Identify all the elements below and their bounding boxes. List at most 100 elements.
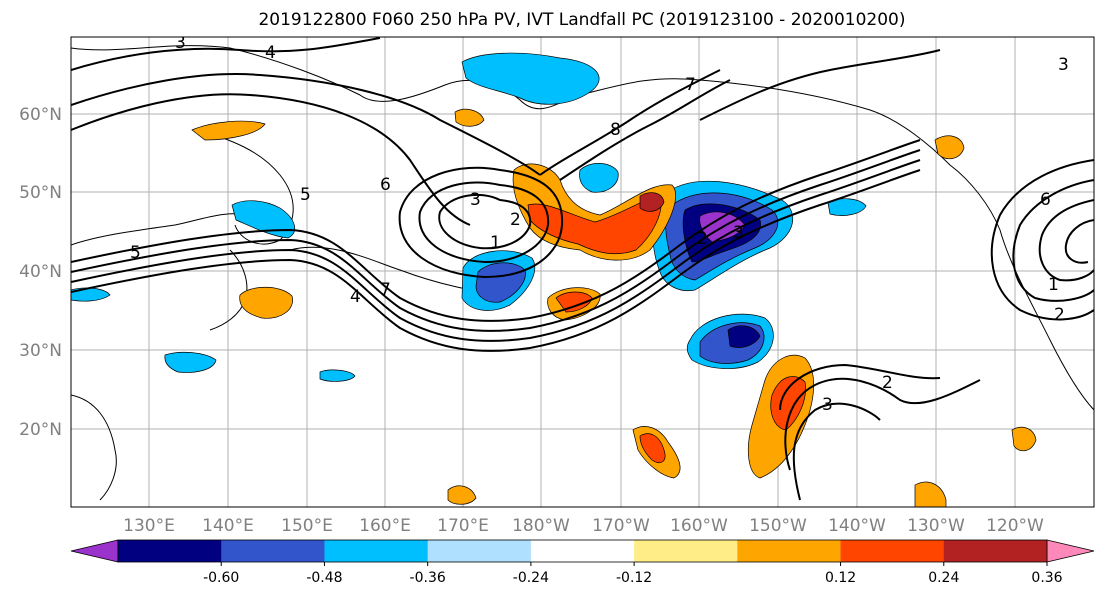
positive-anomaly-bottom-east — [914, 481, 947, 507]
contour-label: 3 — [175, 33, 186, 53]
colorbar-segment — [943, 540, 1048, 562]
pv-contour-7 — [539, 69, 721, 176]
colorbar-segment — [427, 540, 532, 562]
colorbar-tick-label: -0.60 — [203, 570, 239, 586]
lon-label: 120°W — [986, 516, 1044, 536]
negative-anomaly-west-2 — [319, 369, 356, 382]
pv-contour-13 — [71, 37, 381, 71]
latitude-labels: 60°N 50°N 40°N 30°N 20°N — [19, 105, 62, 440]
coast-philippines — [71, 394, 117, 501]
pv-contour-low-1 — [438, 193, 532, 250]
negative-anomaly-east — [827, 198, 867, 216]
contour-label: 2 — [510, 210, 521, 230]
colorbar: -0.60-0.48-0.36-0.24-0.120.120.240.360.4… — [70, 539, 1095, 586]
pv-contour-east-2 — [1012, 179, 1094, 302]
negative-anomaly-small-1 — [579, 163, 619, 193]
map-panel: 3 4 5 6 7 8 2 3 4 1 2 3 5 6 7 2 3 1 2 3 — [71, 33, 1094, 507]
pv-contour-east-1 — [990, 159, 1094, 321]
positive-anomaly-japan — [239, 286, 293, 319]
positive-anomaly-okhotsk — [191, 120, 266, 141]
lon-label: 150°W — [749, 516, 807, 536]
lon-label: 150°E — [281, 516, 333, 536]
contour-label: 7 — [380, 280, 391, 300]
colorbar-segment — [221, 540, 325, 562]
colorbar-tick-label: -0.36 — [410, 570, 446, 586]
colorbar-tick-label: -0.12 — [616, 570, 652, 586]
map-background — [71, 37, 1094, 507]
pv-contour-2 — [71, 149, 921, 332]
pv-contour-9 — [779, 363, 941, 411]
contour-label: 3 — [470, 190, 481, 210]
colorbar-segment — [634, 540, 738, 562]
pv-contour-low-2 — [418, 181, 550, 264]
lon-label: 180°W — [512, 516, 570, 536]
pv-contour-11 — [792, 402, 881, 501]
lon-label: 170°W — [592, 516, 650, 536]
pv-contour-3 — [71, 159, 921, 342]
pv-contour-12 — [699, 49, 941, 121]
colorbar-outline — [117, 539, 1048, 563]
contour-label: 2 — [1054, 305, 1065, 325]
colorbar-segment — [840, 540, 945, 562]
contour-label: 1 — [1048, 275, 1059, 295]
lon-label: 140°W — [828, 516, 886, 536]
pv-contour-east-4 — [1064, 219, 1094, 264]
contour-label: 8 — [610, 120, 621, 140]
coast-asia — [71, 213, 251, 246]
positive-anomaly-small — [454, 108, 485, 127]
pv-contour-1 — [71, 139, 921, 322]
colorbar-tick-label: 0.36 — [1031, 570, 1062, 586]
colorbar-segment — [530, 540, 635, 562]
figure-title: 2019122800 F060 250 hPa PV, IVT Landfall… — [258, 10, 905, 30]
lon-label: 160°E — [359, 516, 411, 536]
contour-label: 3 — [1058, 55, 1069, 75]
contour-label: 1 — [490, 233, 501, 253]
colorbar-tick-label: -0.24 — [513, 570, 549, 586]
colorbar-segment — [118, 540, 222, 562]
lon-label: 160°W — [670, 516, 728, 536]
pv-contour-5 — [71, 93, 471, 226]
contour-label: 3 — [822, 395, 833, 415]
lon-label: 170°E — [437, 516, 489, 536]
contour-label: 7 — [685, 75, 696, 95]
pv-contour-4 — [71, 169, 921, 352]
lat-label: 60°N — [19, 105, 62, 125]
contour-label: 2 — [882, 373, 893, 393]
colorbar-segment — [324, 540, 429, 562]
lat-label: 30°N — [19, 341, 62, 361]
lat-label: 20°N — [19, 420, 62, 440]
lat-label: 40°N — [19, 262, 62, 282]
lat-label: 50°N — [19, 183, 62, 203]
contour-label: 4 — [265, 43, 276, 63]
pv-contour-10 — [784, 377, 981, 471]
contour-label: 5 — [130, 243, 141, 263]
positive-anomaly-mexico — [1011, 426, 1037, 452]
negative-anomaly-kamchatka — [231, 200, 296, 239]
pv-contours — [71, 37, 1094, 501]
pv-contour-6 — [71, 73, 541, 176]
pv-contour-low-3 — [398, 166, 564, 279]
longitude-labels: 130°E 140°E 150°E 160°E 170°E 180°W 170°… — [123, 516, 1044, 536]
contour-label: 5 — [300, 185, 311, 205]
positive-anomaly-mid-core — [555, 291, 593, 313]
lon-label: 130°W — [907, 516, 965, 536]
colorbar-segment — [737, 540, 842, 562]
positive-anomaly-northpac-peak — [639, 192, 665, 212]
negative-anomaly-west — [164, 351, 217, 373]
gridlines — [71, 37, 1094, 507]
negative-anomaly-central-core — [727, 325, 761, 348]
lon-label: 130°E — [123, 516, 175, 536]
lon-label: 140°E — [202, 516, 254, 536]
negative-anomaly-dateline-core — [475, 262, 526, 303]
pv-contour-8 — [559, 79, 731, 181]
colorbar-tick-label: -0.48 — [306, 570, 342, 586]
colorbar-extend-max — [1046, 539, 1095, 563]
colorbar-tick-label: 0.12 — [825, 570, 856, 586]
colorbar-extend-min — [70, 539, 119, 563]
negative-anomaly-bering — [461, 52, 600, 105]
coast-alaska-northamerica — [699, 79, 1094, 411]
positive-anomaly-south-core — [639, 433, 666, 464]
contour-labels: 3 4 5 6 7 8 2 3 4 1 2 3 5 6 7 2 3 1 2 3 — [130, 33, 1069, 415]
pv-contour-east-3 — [1038, 199, 1094, 282]
colorbar-tick-label: 0.24 — [928, 570, 959, 586]
